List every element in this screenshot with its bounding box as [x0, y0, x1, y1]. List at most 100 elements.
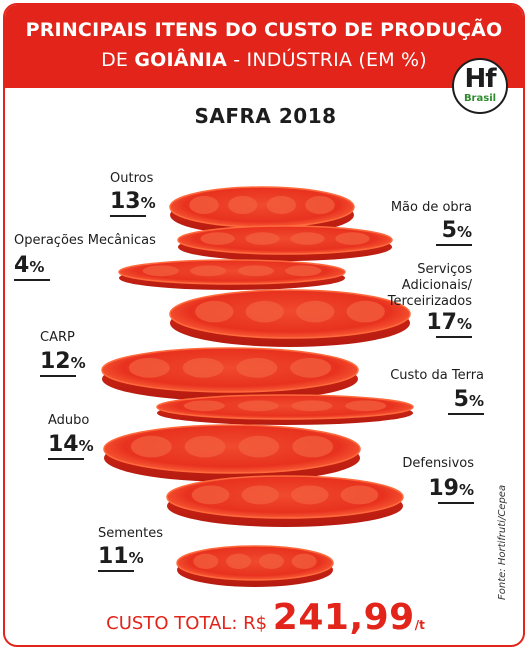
tomato-slice-face-6	[156, 394, 414, 420]
header-title-line2: DE GOIÂNIA - INDÚSTRIA (EM %)	[5, 49, 523, 71]
total-amount: 241,99	[272, 597, 415, 638]
value-underline	[436, 244, 472, 246]
value-number: 11	[98, 544, 129, 569]
value-underline	[40, 375, 76, 377]
value-label: 13%	[110, 189, 156, 214]
tomato-seed-chamber-4-2	[245, 300, 284, 323]
tomato-seed-chamber-9-2	[226, 553, 252, 569]
tomato-slice-6	[156, 394, 414, 425]
category-label: Outros	[110, 171, 154, 186]
tomato-slice-1	[169, 186, 355, 235]
tomato-seed-chamber-3-4	[285, 265, 322, 277]
tomato-seed-chamber-3-2	[190, 265, 227, 277]
value-unit: %	[128, 549, 144, 567]
tomato-seed-chamber-6-2	[237, 400, 279, 412]
logo-brasil-text: Brasil	[463, 93, 497, 104]
value-unit: %	[456, 315, 472, 333]
value-label: 4%	[14, 253, 44, 278]
tomato-seed-chamber-7-1	[130, 435, 172, 458]
tomato-seed-chamber-2-2	[245, 232, 280, 245]
source-credit: Fonte: Hortifruti/Cepea	[497, 484, 508, 600]
infographic-frame: PRINCIPAIS ITENS DO CUSTO DE PRODUÇÃO DE…	[3, 3, 525, 647]
tomato-slice-3	[118, 259, 346, 290]
value-label: 12%	[40, 349, 86, 374]
category-label: Mão de obra	[390, 200, 472, 215]
tomato-seed-chamber-8-2	[241, 485, 280, 505]
tomato-seed-chamber-1-4	[305, 196, 335, 214]
value-unit: %	[456, 223, 472, 241]
tomato-seed-chamber-7-2	[184, 435, 226, 458]
tomato-seed-chamber-4-1	[195, 300, 234, 323]
value-label: 19%	[428, 476, 474, 501]
category-label: Defensivos	[402, 456, 474, 471]
value-underline	[438, 502, 474, 504]
value-number: 12	[40, 349, 71, 374]
tomato-slice-7	[103, 424, 361, 482]
tomato-slice-face-2	[177, 225, 393, 255]
value-unit: %	[70, 354, 86, 372]
value-unit: %	[29, 258, 45, 276]
tomato-seed-chamber-6-4	[345, 400, 387, 412]
tomato-seed-chamber-5-4	[290, 357, 332, 378]
header-title-line1: PRINCIPAIS ITENS DO CUSTO DE PRODUÇÃO	[25, 19, 503, 41]
tomato-seed-chamber-8-4	[340, 485, 379, 505]
tomato-seed-chamber-5-1	[128, 357, 170, 378]
value-unit: %	[78, 437, 94, 455]
tomato-slice-face-3	[118, 259, 346, 285]
tomato-slice-face-4	[169, 289, 411, 339]
tomato-seed-chamber-4-4	[346, 300, 385, 323]
tomato-slice-face-7	[103, 424, 361, 474]
value-number: 5	[441, 218, 457, 243]
value-underline	[98, 570, 134, 572]
value-number: 4	[14, 253, 30, 278]
value-number: 5	[453, 387, 469, 412]
total-cost: CUSTO TOTAL: R$ 241,99/t	[0, 597, 531, 638]
category-label: Custo da Terra	[390, 368, 484, 383]
category-label: Operações Mecânicas	[14, 233, 156, 248]
tomato-slice-9	[176, 545, 334, 587]
value-underline	[448, 413, 484, 415]
tomato-slice-face-8	[166, 475, 404, 519]
value-number: 17	[426, 310, 457, 335]
tomato-slice-face-9	[176, 545, 334, 581]
value-unit: %	[458, 481, 474, 499]
tomato-seed-chamber-2-3	[290, 232, 325, 245]
tomato-seed-chamber-4-3	[296, 300, 335, 323]
category-label: Sementes	[98, 526, 164, 541]
value-unit: %	[140, 194, 156, 212]
tomato-seed-chamber-9-3	[258, 553, 284, 569]
tomato-seed-chamber-2-4	[335, 232, 370, 245]
value-underline	[436, 336, 472, 338]
value-number: 13	[110, 189, 141, 214]
header-suffix: - INDÚSTRIA (EM %)	[226, 49, 427, 71]
header-city: GOIÂNIA	[134, 49, 227, 71]
tomato-slice-4	[169, 289, 411, 347]
header-prefix: DE	[101, 49, 135, 71]
value-underline	[110, 215, 146, 217]
tomato-seed-chamber-8-1	[191, 485, 230, 505]
tomato-seed-chamber-7-3	[238, 435, 280, 458]
tomato-seed-chamber-2-1	[200, 232, 235, 245]
total-label: CUSTO TOTAL:	[106, 613, 244, 634]
tomato-slice-5	[101, 347, 359, 401]
total-unit: /t	[414, 618, 425, 632]
hf-brasil-logo-icon: Hf Brasil	[452, 58, 508, 114]
value-label: 11%	[98, 544, 144, 569]
total-currency: R$	[243, 613, 273, 634]
chart-title: SAFRA 2018	[194, 104, 337, 128]
value-label: 5%	[454, 387, 484, 412]
tomato-seed-chamber-3-3	[237, 265, 274, 277]
value-number: 19	[428, 476, 459, 501]
tomato-seed-chamber-1-3	[266, 196, 297, 214]
tomato-seed-chamber-5-3	[236, 357, 278, 378]
tomato-slice-face-5	[101, 347, 359, 393]
tomato-seed-chamber-1-1	[189, 196, 219, 214]
logo-hf-text: Hf	[464, 64, 496, 94]
header-banner: PRINCIPAIS ITENS DO CUSTO DE PRODUÇÃO DE…	[5, 5, 523, 88]
tomato-slice-8	[166, 475, 404, 527]
value-unit: %	[468, 392, 484, 410]
category-label: CARP	[40, 330, 75, 345]
value-label: 17%	[426, 310, 472, 335]
value-underline	[48, 458, 84, 460]
